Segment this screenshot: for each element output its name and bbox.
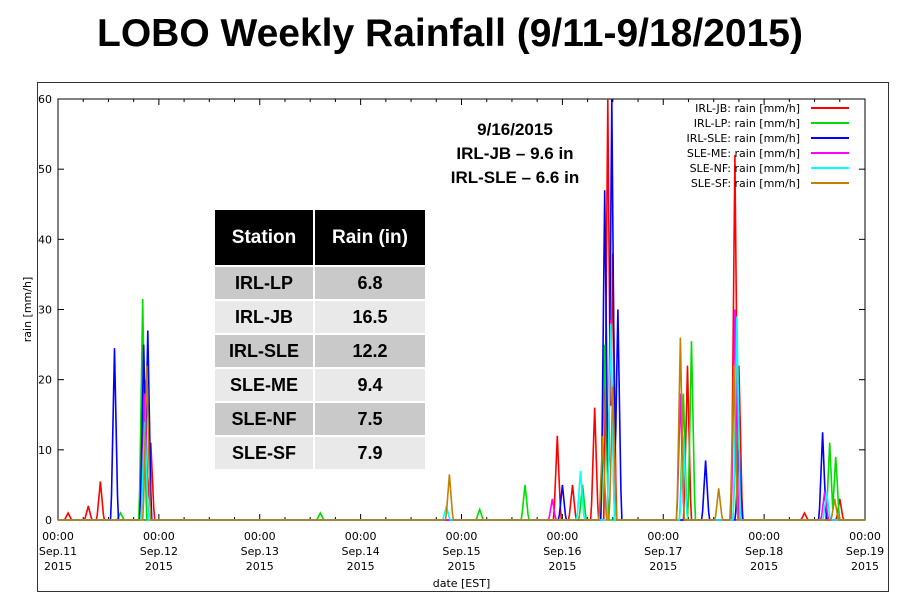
y-tick-label: 60 xyxy=(38,93,52,106)
station-cell: IRL-LP xyxy=(215,267,313,299)
station-cell: SLE-SF xyxy=(215,437,313,469)
legend-label: SLE-ME: rain [mm/h] xyxy=(687,147,800,160)
x-tick-label: 00:00 xyxy=(446,530,478,543)
x-tick-label: Sep.17 xyxy=(644,545,682,558)
x-tick-label: 00:00 xyxy=(647,530,679,543)
table-row: SLE-SF 7.9 xyxy=(215,437,425,469)
header-station: Station xyxy=(215,210,313,265)
station-cell: SLE-ME xyxy=(215,369,313,401)
x-tick-label: Sep.14 xyxy=(342,545,380,558)
y-tick-label: 50 xyxy=(38,163,52,176)
x-tick-label: 2015 xyxy=(750,560,778,573)
y-tick-label: 20 xyxy=(38,374,52,387)
x-tick-label: Sep.15 xyxy=(442,545,480,558)
annotation: 9/16/2015 IRL-JB – 9.6 in IRL-SLE – 6.6 … xyxy=(400,118,630,190)
legend-label: IRL-JB: rain [mm/h] xyxy=(695,102,800,115)
table-row: IRL-JB 16.5 xyxy=(215,301,425,333)
x-tick-label: Sep.12 xyxy=(140,545,178,558)
series-line-1 xyxy=(58,298,865,521)
rain-table: Station Rain (in) IRL-LP 6.8 IRL-JB 16.5 IR… xyxy=(213,208,427,471)
x-tick-label: 2015 xyxy=(145,560,173,573)
x-tick-label: 2015 xyxy=(548,560,576,573)
rain-cell: 7.5 xyxy=(315,403,425,435)
table-row: IRL-SLE 12.2 xyxy=(215,335,425,367)
chart-frame xyxy=(37,82,889,592)
rain-cell: 9.4 xyxy=(315,369,425,401)
table-row: SLE-NF 7.5 xyxy=(215,403,425,435)
table-row: SLE-ME 9.4 xyxy=(215,369,425,401)
annotation-date: 9/16/2015 xyxy=(477,120,553,139)
x-tick-label: Sep.11 xyxy=(39,545,77,558)
x-tick-label: 00:00 xyxy=(143,530,175,543)
station-cell: SLE-NF xyxy=(215,403,313,435)
legend-label: SLE-NF: rain [mm/h] xyxy=(690,162,800,175)
rain-cell: 7.9 xyxy=(315,437,425,469)
y-tick-label: 30 xyxy=(38,304,52,317)
x-tick-label: 2015 xyxy=(649,560,677,573)
series-line-3 xyxy=(58,309,865,521)
rain-cell: 6.8 xyxy=(315,267,425,299)
x-tick-label: Sep.18 xyxy=(745,545,783,558)
station-cell: IRL-SLE xyxy=(215,335,313,367)
page-title: LOBO Weekly Rainfall (9/11-9/18/2015) xyxy=(97,12,803,55)
x-tick-label: 2015 xyxy=(44,560,72,573)
legend-label: SLE-SF: rain [mm/h] xyxy=(691,177,800,190)
y-axis-label: rain [mm/h] xyxy=(21,277,34,342)
series-line-4 xyxy=(58,316,865,521)
series-line-5 xyxy=(58,337,865,521)
x-tick-label: 00:00 xyxy=(345,530,377,543)
annotation-line1: IRL-JB – 9.6 in xyxy=(456,144,574,163)
x-tick-label: 2015 xyxy=(246,560,274,573)
rain-cell: 12.2 xyxy=(315,335,425,367)
y-tick-label: 40 xyxy=(38,233,52,246)
x-tick-label: 00:00 xyxy=(547,530,579,543)
x-tick-label: Sep.16 xyxy=(543,545,581,558)
station-cell: IRL-JB xyxy=(215,301,313,333)
x-tick-label: 2015 xyxy=(347,560,375,573)
x-tick-label: 2015 xyxy=(448,560,476,573)
x-tick-label: 2015 xyxy=(851,560,879,573)
table-row: IRL-LP 6.8 xyxy=(215,267,425,299)
x-tick-label: Sep.19 xyxy=(846,545,884,558)
x-tick-label: Sep.13 xyxy=(241,545,279,558)
y-tick-label: 10 xyxy=(38,444,52,457)
legend-label: IRL-LP: rain [mm/h] xyxy=(694,117,800,130)
x-tick-label: 00:00 xyxy=(748,530,780,543)
x-tick-label: 00:00 xyxy=(244,530,276,543)
x-tick-label: 00:00 xyxy=(42,530,74,543)
legend-label: IRL-SLE: rain [mm/h] xyxy=(686,132,800,145)
annotation-line2: IRL-SLE – 6.6 in xyxy=(450,168,580,187)
x-axis-label: date [EST] xyxy=(433,577,491,590)
rain-cell: 16.5 xyxy=(315,301,425,333)
header-rain: Rain (in) xyxy=(315,210,425,265)
x-tick-label: 00:00 xyxy=(849,530,881,543)
y-tick-label: 0 xyxy=(45,514,52,527)
